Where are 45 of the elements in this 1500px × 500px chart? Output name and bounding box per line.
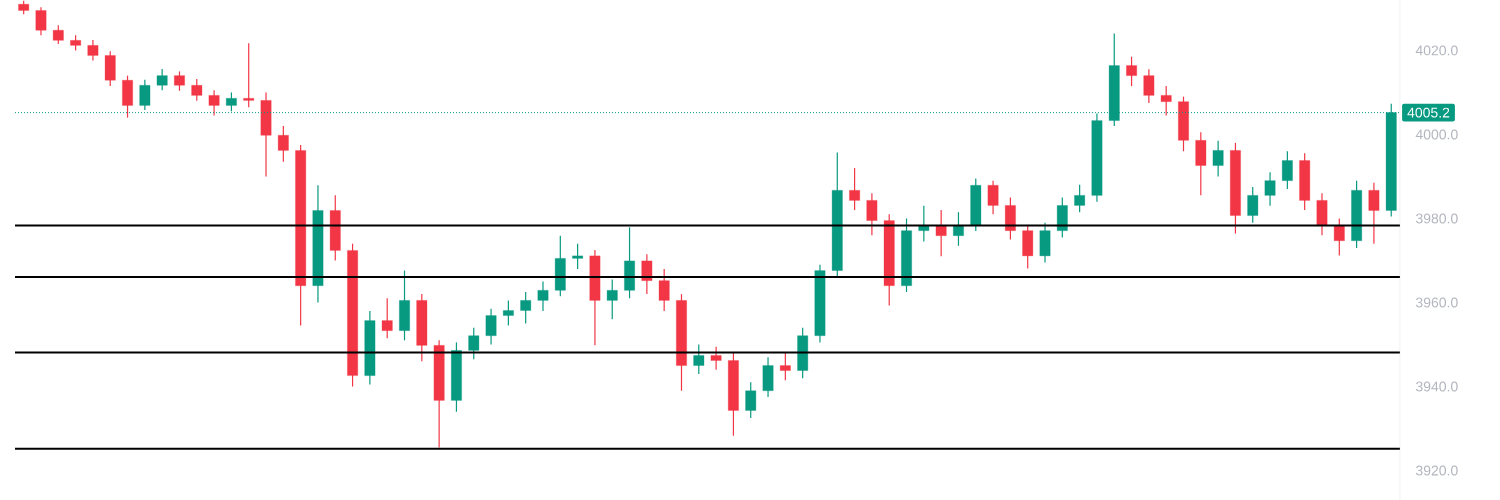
candlestick: [468, 327, 480, 360]
y-tick-label: 3940.0: [1415, 381, 1458, 392]
candlestick: [1126, 56, 1137, 87]
y-tick-label: 3960.0: [1415, 297, 1458, 308]
y-tick-label: 3980.0: [1415, 213, 1458, 224]
candlestick: [226, 91, 237, 112]
candlestick: [87, 39, 99, 62]
y-tick-label: 4020.0: [1415, 45, 1458, 56]
candlestick: [191, 78, 203, 102]
candlestick: [1333, 217, 1345, 257]
candlestick: [1247, 186, 1259, 224]
candlestick: [503, 299, 514, 327]
candlestick: [243, 42, 255, 108]
candlestick: [485, 308, 497, 346]
candlestick: [710, 346, 722, 371]
candlestick: [780, 352, 791, 381]
candlestick: [606, 278, 618, 320]
candlestick: [693, 343, 705, 375]
candlestick: [156, 68, 168, 91]
candlestick: [35, 6, 47, 36]
candlestick: [381, 297, 393, 339]
candlestick: [1074, 184, 1085, 213]
candlestick: [987, 180, 999, 215]
candlestick: [174, 70, 185, 92]
candlestick: [1160, 85, 1172, 117]
candlestick: [1264, 171, 1276, 207]
y-tick-label: 3920.0: [1415, 465, 1458, 476]
candlestick: [277, 125, 289, 163]
candlestick: [849, 167, 860, 211]
candlestick: [1368, 182, 1380, 245]
y-tick-label: 4000.0: [1415, 129, 1458, 140]
candlestick: [139, 79, 151, 111]
candlestick: [658, 268, 670, 312]
candlestick: [520, 291, 532, 325]
candlestick: [52, 24, 64, 45]
candlestick: [537, 280, 549, 312]
candlestick: [1282, 150, 1293, 190]
candlestick: [1212, 140, 1224, 178]
candlestick: [208, 89, 220, 117]
ref-line-label: 4005.2: [1407, 107, 1450, 118]
candlestick: [866, 192, 878, 236]
candlestick: [641, 253, 653, 295]
candlestick: [1143, 68, 1155, 104]
candlestick: [745, 381, 757, 419]
candlestick: [572, 243, 583, 270]
